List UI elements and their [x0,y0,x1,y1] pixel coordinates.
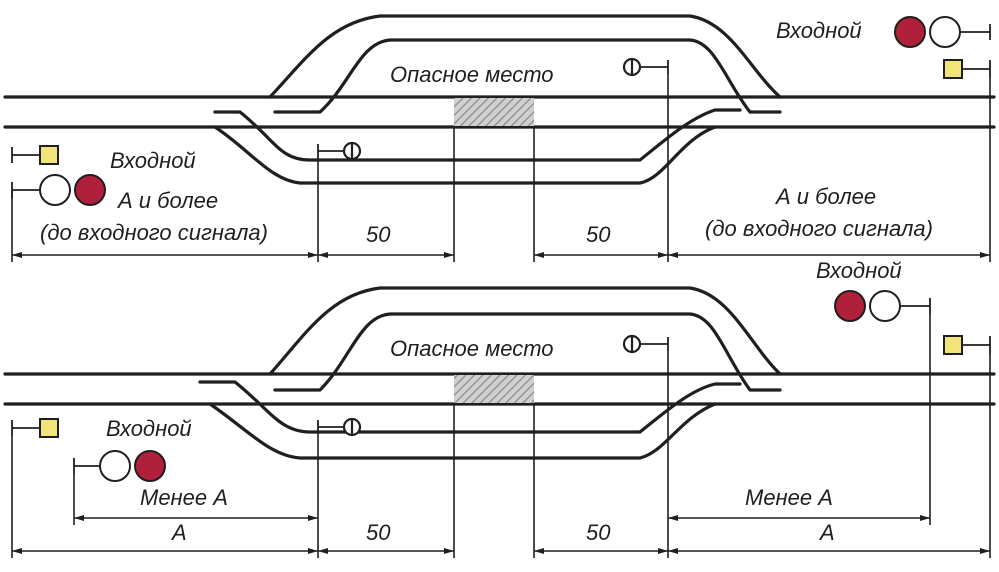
bottom-bypass-outer [268,286,782,376]
bottom-bypass-inner [273,312,782,392]
top-dim-50-right: 50 [586,222,611,247]
bottom-dimension-line [12,548,990,554]
bottom-yellow-lamp-left [11,418,59,438]
bottom-danger-zone [454,375,534,403]
top-left-dist-line1: А и более [116,188,218,213]
top-dim-50-left: 50 [366,222,391,247]
top-scheme: Опасное место Входной [3,14,996,262]
top-danger-zone [454,98,534,126]
top-right-dist-line1: А и более [774,184,876,209]
bottom-left-less-label: Менее А [140,485,228,510]
top-shunt-signal-right [622,57,669,77]
bottom-yellow-lamp-right [943,335,991,355]
top-yellow-lamp-left [11,145,59,165]
top-bypass-inner [273,38,782,114]
bottom-right-a-label: А [818,520,835,545]
top-entry-signal-right [894,16,991,48]
top-entry-signal-left [11,174,106,206]
top-bypass-outer [268,14,782,99]
bottom-siding-inner [208,402,717,460]
bottom-scheme: Опасное место Входной [3,258,996,558]
bottom-shunt-signal-right [622,334,669,354]
top-entry-label-right: Входной [776,18,862,43]
bottom-dim-50-right: 50 [586,520,611,545]
bottom-entry-signal-left [73,450,166,482]
bottom-left-a-label: А [170,520,187,545]
bottom-right-less-label: Менее А [745,485,833,510]
top-yellow-lamp-right [943,59,991,79]
bottom-shunt-signal-left [317,417,362,437]
bottom-entry-signal-right [834,290,931,322]
top-dimension-line [12,252,990,258]
top-danger-label: Опасное место [390,62,554,87]
bottom-dim-50-left: 50 [366,520,391,545]
bottom-danger-label: Опасное место [390,336,554,361]
bottom-entry-label-right: Входной [816,258,902,283]
top-right-dist-line2: (до входного сигнала) [705,216,933,241]
top-shunt-signal-left [317,141,362,161]
bottom-entry-label-left: Входной [106,416,192,441]
bottom-less-dimension [74,515,930,521]
top-left-dist-line2: (до входного сигнала) [40,220,268,245]
top-siding-outer [213,108,742,162]
top-siding-inner [213,125,717,185]
bottom-siding-outer [198,380,742,434]
top-entry-label-left: Входной [110,148,196,173]
